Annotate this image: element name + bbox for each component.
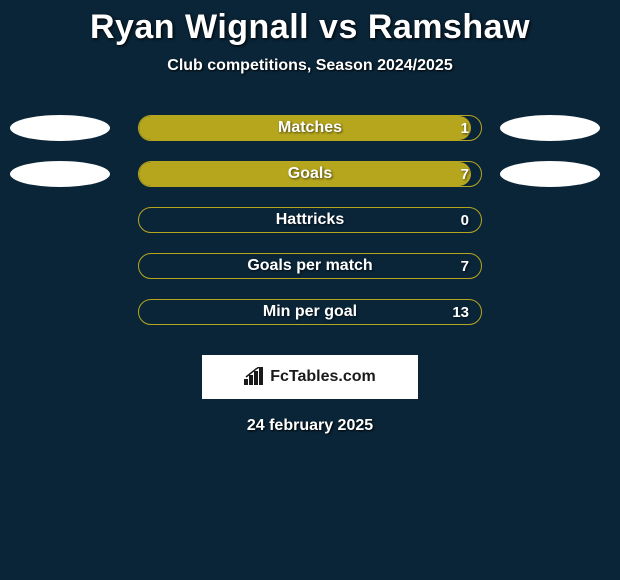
stat-value: 1: [461, 120, 469, 137]
stat-value: 0: [461, 212, 469, 229]
stat-row: Matches 1: [0, 115, 620, 141]
player-right-marker: [500, 115, 600, 141]
stat-label: Hattricks: [276, 211, 344, 229]
brand-link[interactable]: FcTables.com: [202, 355, 418, 399]
stat-bar: Min per goal 13: [138, 299, 482, 325]
comparison-card: Ryan Wignall vs Ramshaw Club competition…: [0, 0, 620, 435]
stat-label: Matches: [278, 119, 342, 137]
stat-value: 7: [461, 166, 469, 183]
stat-value: 7: [461, 258, 469, 275]
player-right-marker: [500, 161, 600, 187]
stat-bar: Hattricks 0: [138, 207, 482, 233]
stat-row: Min per goal 13: [0, 299, 620, 325]
brand-text: FcTables.com: [270, 368, 376, 386]
player-left-marker: [10, 115, 110, 141]
stat-label: Min per goal: [263, 303, 357, 321]
page-title: Ryan Wignall vs Ramshaw: [0, 8, 620, 47]
stats-container: Matches 1 Goals 7 Hattricks 0: [0, 115, 620, 325]
page-subtitle: Club competitions, Season 2024/2025: [0, 57, 620, 75]
stat-row: Goals 7: [0, 161, 620, 187]
stat-label: Goals per match: [247, 257, 372, 275]
stat-bar: Goals per match 7: [138, 253, 482, 279]
footer-date: 24 february 2025: [0, 417, 620, 435]
stat-label: Goals: [288, 165, 332, 183]
bar-chart-icon: [244, 367, 266, 387]
stat-bar: Matches 1: [138, 115, 482, 141]
stat-row: Hattricks 0: [0, 207, 620, 233]
stat-row: Goals per match 7: [0, 253, 620, 279]
stat-value: 13: [452, 304, 469, 321]
player-left-marker: [10, 161, 110, 187]
stat-bar: Goals 7: [138, 161, 482, 187]
